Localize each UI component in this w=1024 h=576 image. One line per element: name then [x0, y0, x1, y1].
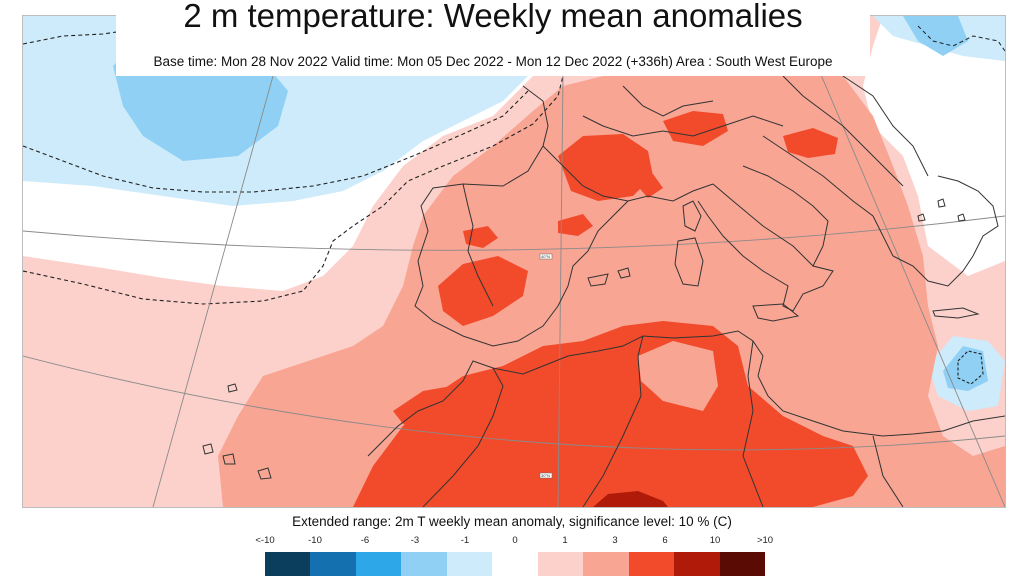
significance-contour-northeast: [917, 25, 1005, 52]
legend-label: 1: [562, 535, 568, 546]
legend-swatch: [401, 552, 447, 576]
page-subtitle: Base time: Mon 28 Nov 2022 Valid time: M…: [153, 54, 833, 69]
legend-swatch: [355, 552, 402, 576]
title-panel: 2 m temperature: Weekly mean anomalies B…: [116, 0, 870, 76]
anomaly-map: 40°N 30°N: [22, 15, 1006, 508]
legend-colorbar: [265, 552, 765, 576]
legend-swatch: [674, 552, 720, 576]
significance-contour-south: [23, 45, 564, 305]
legend-swatch: [310, 552, 356, 576]
lat-label-30n: 30°N: [541, 473, 550, 478]
anomaly-zone-6-10-catalonia: [558, 214, 593, 236]
anomaly-map-canvas: 40°N 30°N: [23, 16, 1005, 507]
legend-swatch: [628, 552, 675, 576]
anomaly-zone-minus3-minus1-northeast: [903, 16, 968, 56]
legend-label: 0: [512, 535, 518, 546]
legend-labels: <-10 -10 -6 -3 -1 0 1 3 6 10 >10: [0, 535, 1024, 549]
anomaly-zone-neutral-northeast: [863, 16, 1005, 276]
legend-label: -10: [308, 535, 322, 546]
legend-swatch: [537, 552, 584, 576]
anomaly-zone-6-10-sardinia-north: [633, 174, 663, 198]
lat-label-40n: 40°N: [541, 254, 550, 259]
legend-label: -1: [460, 535, 470, 546]
lat-label-30n-box: [539, 472, 553, 479]
anomaly-zone-6-10-sahara: [353, 321, 868, 507]
legend-swatch: [719, 552, 765, 576]
anomaly-zone-6-10-iberia: [438, 256, 528, 326]
anomaly-zone-6-10-atlas: [393, 384, 483, 426]
legend-swatch: [492, 552, 538, 576]
legend-label: -6: [360, 535, 370, 546]
significance-contour-east: [957, 350, 984, 385]
anomaly-zone-3-6-hole: [638, 341, 718, 411]
page-title: 2 m temperature: Weekly mean anomalies: [183, 0, 803, 34]
legend-label: >10: [756, 535, 774, 546]
legend-swatch: [446, 552, 493, 576]
legend-label: 3: [612, 535, 618, 546]
graticule: [23, 55, 1005, 507]
anomaly-zone-10-plus: [593, 491, 668, 507]
legend-label: <-10: [255, 535, 275, 546]
anomaly-zone-6-10-alps: [663, 111, 728, 146]
lat-label-40n-box: [539, 253, 553, 260]
legend-swatch: [265, 552, 311, 576]
anomaly-zone-6-10-balkan: [783, 128, 838, 158]
legend-swatch: [583, 552, 629, 576]
legend-label: 6: [662, 535, 668, 546]
legend-label: -3: [410, 535, 420, 546]
legend-label: 10: [709, 535, 721, 546]
legend-title: Extended range: 2m T weekly mean anomaly…: [292, 514, 732, 529]
